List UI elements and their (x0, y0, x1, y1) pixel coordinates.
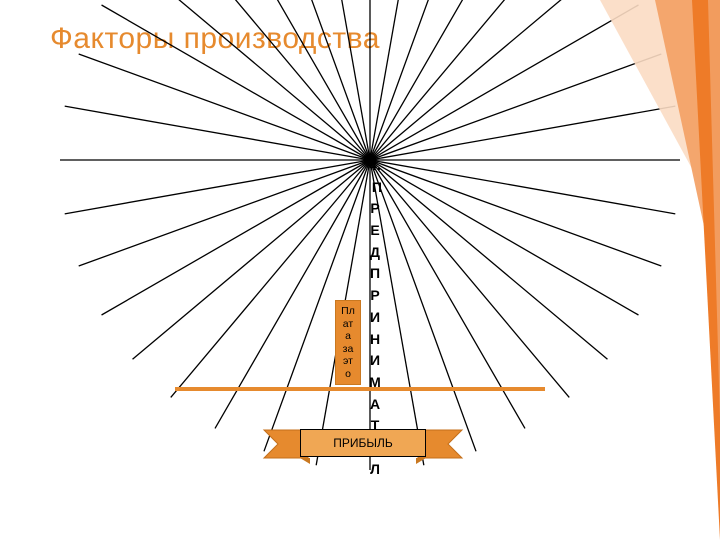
slide: Факторы производства 4. П Р Е Д П Р И Н … (0, 0, 720, 540)
payment-box: Пл ат а за эт о (335, 300, 361, 385)
horizontal-divider (175, 387, 545, 391)
profit-banner: ПРИБЫЛЬ (258, 418, 468, 468)
banner-label-box: ПРИБЫЛЬ (300, 429, 426, 457)
banner-text: ПРИБЫЛЬ (333, 436, 393, 450)
